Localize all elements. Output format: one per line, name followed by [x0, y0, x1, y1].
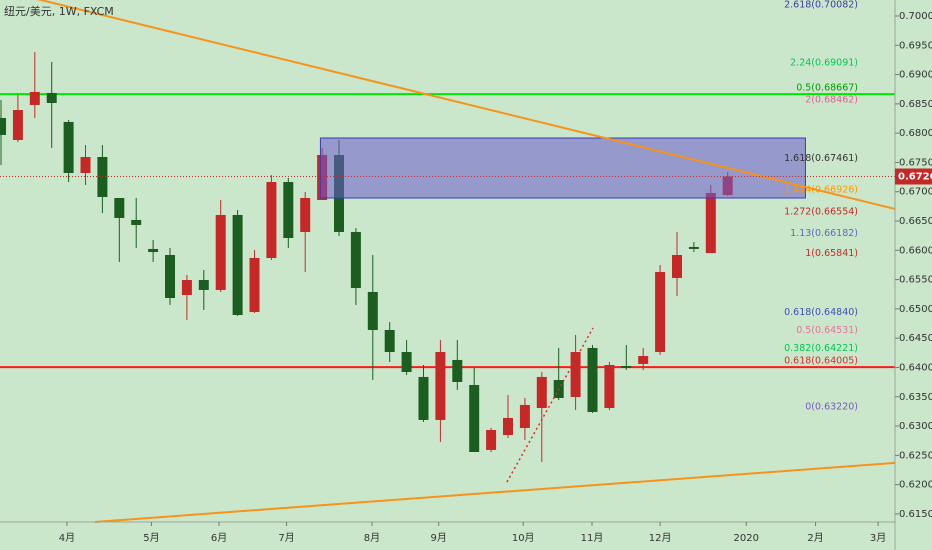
x-tick-label: 10月	[512, 532, 535, 544]
fib-label: 0.382(0.64221)	[784, 343, 858, 354]
trendline	[36, 0, 896, 210]
candle-body	[519, 404, 530, 428]
candle-body	[114, 197, 125, 218]
candle-body	[165, 254, 176, 298]
candle-body	[536, 376, 547, 409]
fib-label: 1.414(0.66926)	[784, 185, 858, 196]
trendline	[506, 327, 594, 483]
candle-body	[587, 347, 598, 412]
candle-body	[688, 246, 699, 249]
candle-body	[300, 197, 311, 232]
fib-label: 1.618(0.67461)	[784, 153, 858, 164]
candle-body	[131, 219, 142, 226]
candle-body	[384, 329, 395, 353]
candle-body	[215, 214, 226, 290]
candle-body	[621, 366, 632, 368]
candle-body	[283, 182, 294, 239]
chart-title: 纽元/美元, 1W, FXCM	[4, 4, 114, 18]
fib-label: 1(0.65841)	[805, 248, 858, 259]
candle-body	[29, 91, 40, 105]
candle-body	[12, 110, 23, 141]
candle-body	[0, 117, 7, 135]
fib-label: 0.5(0.68667)	[796, 83, 858, 94]
fib-label: 1.13(0.66182)	[790, 228, 858, 239]
fib-label: 1.272(0.66554)	[784, 206, 858, 217]
candle-body	[655, 271, 666, 353]
fib-label: 0.618(0.64840)	[784, 307, 858, 318]
x-tick-label: 9月	[431, 532, 447, 544]
x-tick-label: 5月	[143, 532, 159, 544]
zone	[319, 137, 806, 199]
candle-body	[63, 121, 74, 173]
plot: 2.618(0.70082) 2.24(0.69091) 0.5(0.68667)2…	[0, 0, 896, 523]
candle-body	[469, 384, 480, 452]
x-tick-label: 3月	[870, 532, 886, 544]
x-tick-label: 11月	[581, 532, 604, 544]
candle-body	[435, 352, 446, 420]
fib-label: 2.618(0.70082)	[784, 0, 858, 11]
trendline	[94, 461, 896, 523]
candle-body	[367, 291, 378, 330]
price-label-box	[895, 168, 932, 185]
y-tick-label: 0.70000	[899, 11, 932, 22]
candle-body	[570, 352, 581, 397]
candle-body	[418, 376, 429, 420]
x-tick-label: 2020	[734, 533, 759, 544]
fib-label: 0.618(0.64005)	[784, 356, 858, 367]
candle-body	[503, 417, 514, 436]
candle-body	[350, 231, 361, 288]
candle-body	[181, 280, 192, 296]
candle-body	[604, 365, 615, 409]
x-tick-label: 8月	[364, 532, 380, 544]
x-tick-label: 6月	[211, 532, 227, 544]
candle-body	[486, 429, 497, 450]
candle-body	[452, 359, 463, 382]
candle-body	[148, 248, 159, 253]
x-tick-label: 12月	[649, 532, 672, 544]
candle-body	[198, 280, 209, 290]
candle-body	[671, 254, 682, 278]
fib-label: 2.24(0.69091)	[790, 58, 858, 69]
candle-body	[80, 156, 91, 173]
candle-body	[266, 182, 277, 258]
candle-body	[705, 192, 716, 254]
x-tick-label: 7月	[278, 532, 294, 544]
candle-body	[638, 355, 649, 364]
candle-body	[232, 214, 243, 315]
fib-label: 2(0.68462)	[805, 95, 858, 106]
price-label: 0.67260	[898, 171, 932, 182]
candle-body	[46, 92, 57, 103]
fib-label: 0(0.63220)	[805, 402, 858, 413]
fib-label: 0.5(0.64531)	[796, 325, 858, 336]
x-tick-label: 4月	[59, 532, 75, 544]
x-tick-label: 2月	[807, 532, 823, 544]
candle-body	[249, 257, 260, 312]
candle-body	[401, 352, 412, 372]
